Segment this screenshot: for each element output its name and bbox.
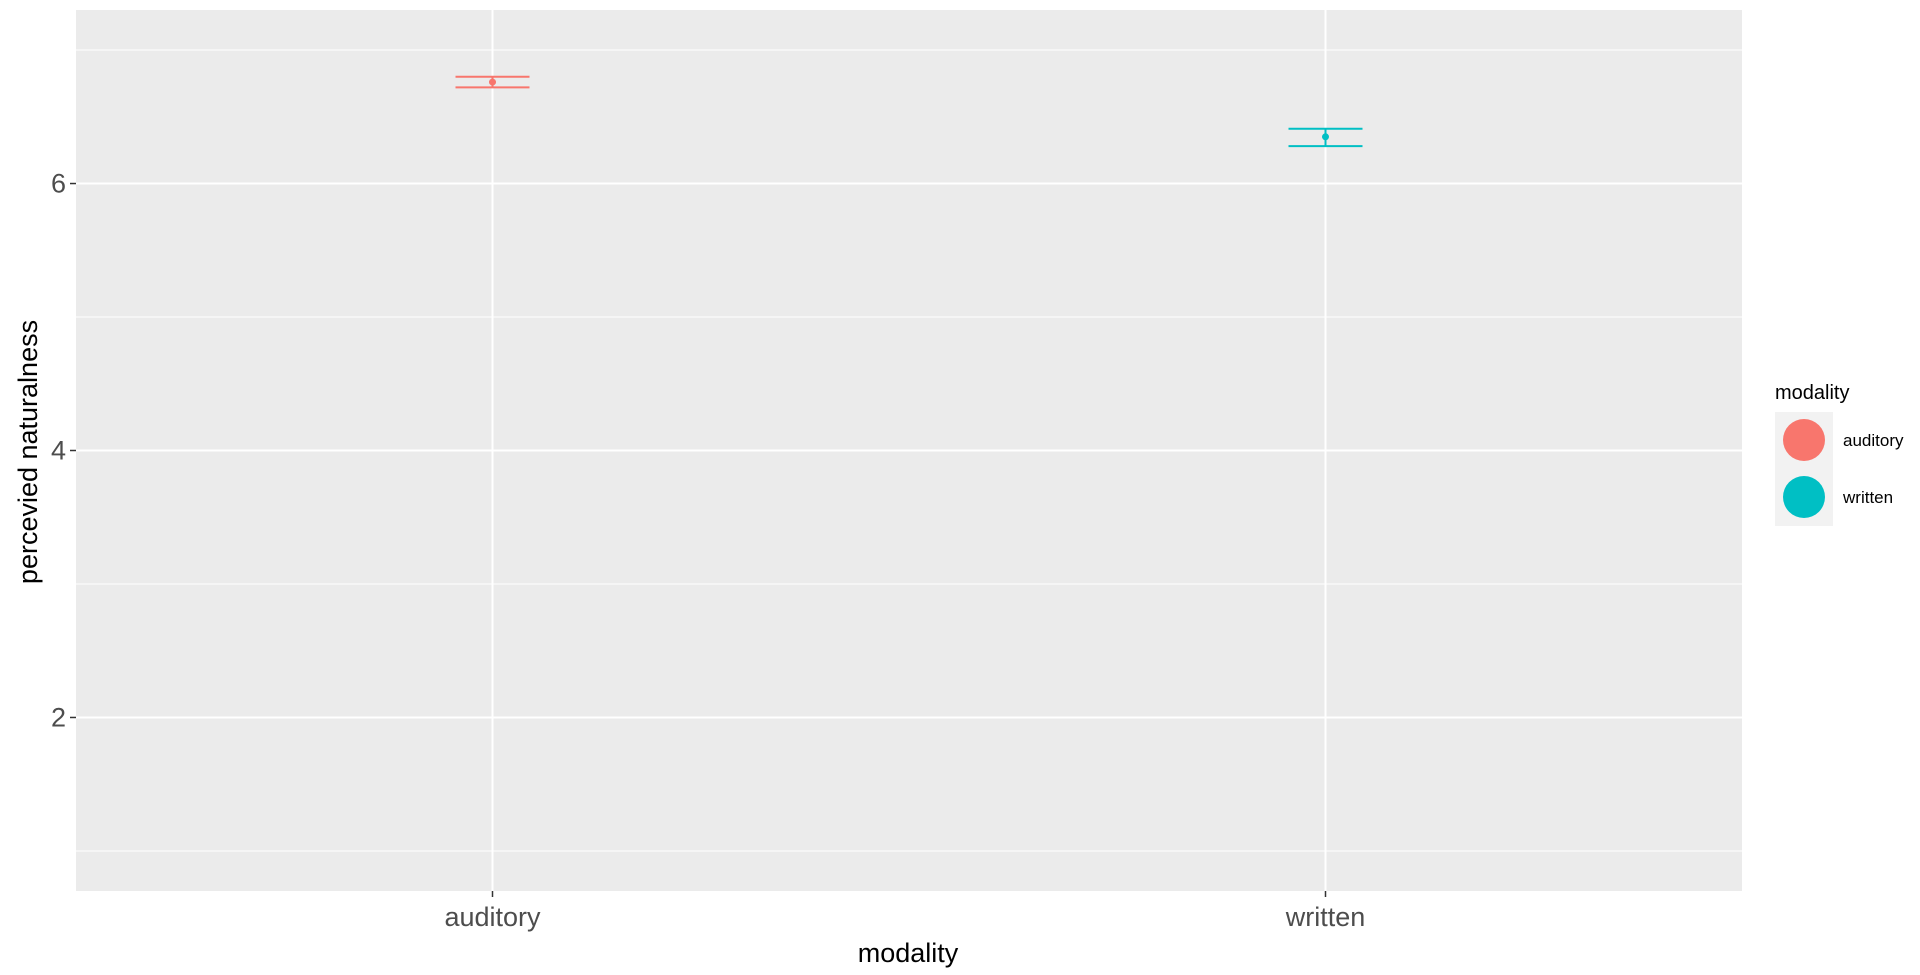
y-tick-label: 4 — [51, 436, 66, 466]
legend-label: written — [1842, 488, 1893, 507]
y-axis: 2 4 6 — [51, 169, 76, 732]
legend-title: modality — [1775, 382, 1849, 404]
legend-key-written — [1783, 476, 1825, 518]
legend-label: auditory — [1843, 431, 1904, 450]
grid-major — [76, 10, 1742, 891]
series-written — [1288, 127, 1363, 148]
series-auditory — [455, 75, 530, 89]
data-point — [489, 78, 496, 86]
legend-key-auditory — [1783, 419, 1825, 461]
y-tick-label: 2 — [51, 702, 66, 732]
y-tick-label: 6 — [51, 169, 66, 199]
x-axis-title: modality — [858, 938, 959, 968]
y-axis-title: percevied naturalness — [13, 320, 43, 584]
x-tick-label: written — [1285, 902, 1366, 932]
x-tick-label: auditory — [444, 902, 541, 932]
data-marks — [455, 75, 1363, 148]
data-point — [1322, 133, 1329, 141]
x-axis: auditory written — [444, 891, 1365, 932]
grid-minor — [76, 49, 1742, 852]
legend: modality auditory written — [1775, 382, 1904, 526]
